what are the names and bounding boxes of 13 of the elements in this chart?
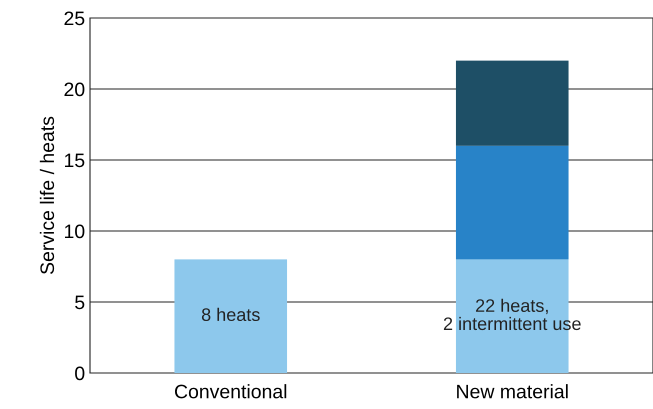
y-tick-label: 0 — [75, 366, 84, 380]
y-tick-label: 15 — [64, 154, 84, 168]
y-tick-label: 25 — [64, 11, 84, 26]
x-tick-label: Conventional — [174, 384, 286, 398]
y-tick-label: 5 — [75, 296, 84, 310]
y-axis-title: Service life / heats — [40, 116, 54, 274]
x-tick-label: New material — [457, 384, 568, 398]
y-tick-label: 20 — [64, 82, 84, 96]
bar — [456, 60, 569, 146]
y-tick-label: 10 — [64, 224, 84, 238]
bar — [456, 146, 569, 260]
bar — [174, 259, 288, 373]
annotation: 8 heats — [202, 308, 260, 322]
